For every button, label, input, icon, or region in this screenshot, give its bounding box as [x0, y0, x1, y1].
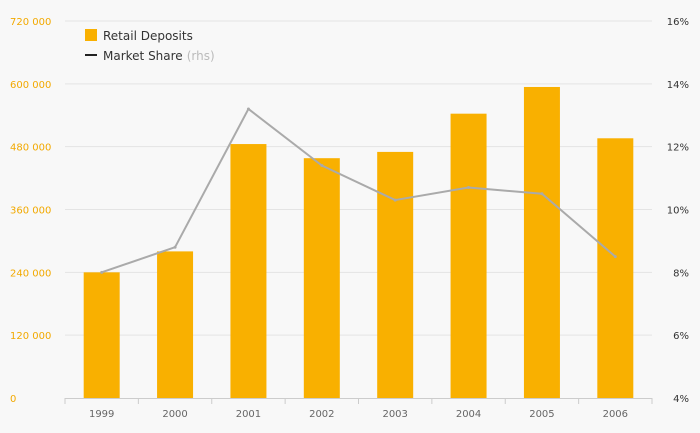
right-axis-tick-label: 6% — [673, 331, 689, 342]
point-market-share-1999 — [100, 270, 104, 274]
left-axis-tick-label: 600 000 — [10, 80, 51, 91]
point-market-share-2005 — [540, 192, 544, 196]
right-axis-tick-label: 14% — [667, 80, 689, 91]
point-market-share-2004 — [467, 186, 471, 190]
left-axis-tick-label: 0 — [10, 394, 16, 405]
bar-retail-deposits-2003 — [377, 151, 414, 398]
axis-layer: 0 120 000 240 000 360 000 480 000 600 000 720 … — [10, 17, 689, 420]
right-axis-tick-label: 16% — [667, 17, 689, 28]
right-axis-tick-label: 8% — [673, 268, 689, 279]
right-axis-tick-label: 10% — [667, 206, 689, 217]
bar-retail-deposits-1999 — [83, 272, 120, 398]
legend-swatch-retail-deposits — [85, 29, 97, 41]
bar-layer — [83, 86, 634, 399]
point-market-share-2000 — [173, 245, 177, 249]
right-axis-tick-label: 4% — [673, 394, 689, 405]
legend-label-market-share-suffix: (rhs) — [187, 49, 215, 63]
left-axis-tick-label: 720 000 — [10, 17, 51, 28]
legend: Retail Deposits Market Share (rhs) — [85, 29, 215, 63]
point-market-share-2001 — [246, 107, 250, 111]
point-market-share-2006 — [613, 255, 617, 259]
left-axis-tick-label: 240 000 — [10, 268, 51, 279]
x-axis-tick-label: 2001 — [236, 409, 261, 420]
x-axis-tick-label: 2002 — [309, 409, 334, 420]
line-layer — [100, 107, 617, 274]
left-axis-tick-label: 120 000 — [10, 331, 51, 342]
x-axis-tick-label: 2000 — [162, 409, 187, 420]
x-axis-tick-label: 2003 — [382, 409, 407, 420]
point-market-share-2003 — [393, 198, 397, 202]
bar-retail-deposits-2000 — [157, 251, 194, 398]
right-axis-tick-label: 12% — [667, 143, 689, 154]
line-market-share — [101, 107, 616, 274]
x-axis-tick-label: 2006 — [603, 409, 628, 420]
bar-retail-deposits-2002 — [303, 158, 340, 398]
x-axis-tick-label: 2005 — [529, 409, 554, 420]
grid-layer — [65, 20, 652, 336]
bar-retail-deposits-2004 — [450, 113, 487, 398]
x-axis-tick-label: 1999 — [89, 409, 114, 420]
legend-label-market-share-name: Market Share — [103, 49, 183, 63]
bar-retail-deposits-2006 — [597, 138, 634, 399]
left-axis-tick-label: 480 000 — [10, 143, 51, 154]
legend-label-retail-deposits: Retail Deposits — [103, 29, 193, 43]
left-axis-tick-label: 360 000 — [10, 206, 51, 217]
x-axis-tick-label: 2004 — [456, 409, 481, 420]
bar-retail-deposits-2005 — [523, 86, 560, 398]
legend-label-market-share: Market Share (rhs) — [103, 49, 215, 63]
point-market-share-2002 — [320, 164, 324, 168]
bar-retail-deposits-2001 — [230, 144, 267, 398]
